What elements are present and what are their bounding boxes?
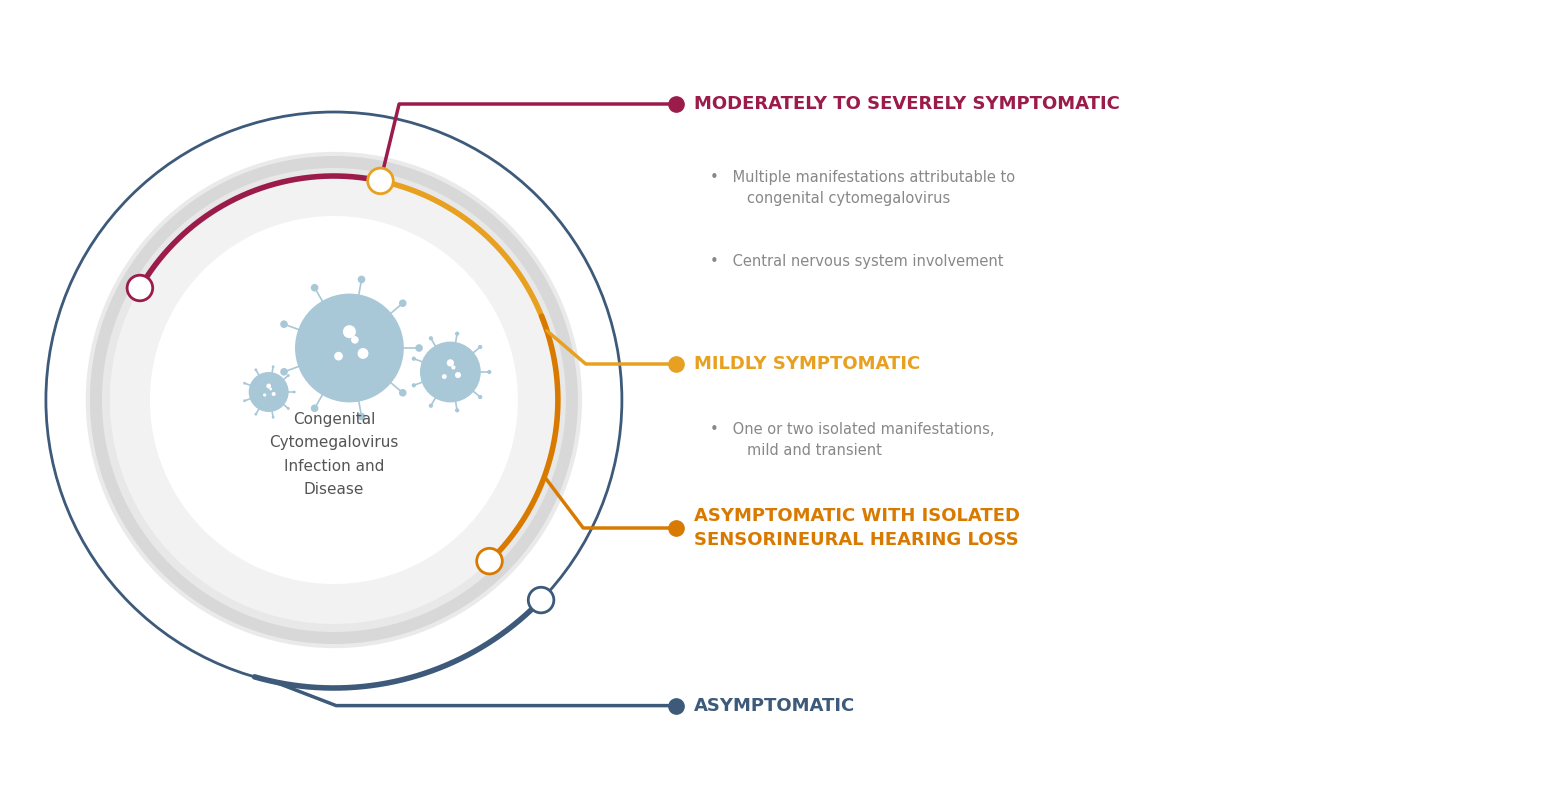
Ellipse shape xyxy=(269,387,272,390)
Ellipse shape xyxy=(343,325,356,338)
Ellipse shape xyxy=(412,357,416,361)
Ellipse shape xyxy=(412,383,416,387)
Ellipse shape xyxy=(452,366,455,370)
Ellipse shape xyxy=(244,382,245,385)
Ellipse shape xyxy=(272,392,276,396)
Ellipse shape xyxy=(244,399,245,402)
Ellipse shape xyxy=(295,294,404,402)
Ellipse shape xyxy=(287,374,290,377)
Text: •   Central nervous system involvement: • Central nervous system involvement xyxy=(710,254,1003,270)
Ellipse shape xyxy=(368,168,393,194)
Ellipse shape xyxy=(311,284,318,291)
Ellipse shape xyxy=(357,413,365,420)
Ellipse shape xyxy=(255,369,258,371)
Text: Congenital
Cytomegalovirus
Infection and
Disease: Congenital Cytomegalovirus Infection and… xyxy=(269,412,399,497)
Text: MODERATELY TO SEVERELY SYMPTOMATIC: MODERATELY TO SEVERELY SYMPTOMATIC xyxy=(694,95,1120,113)
Ellipse shape xyxy=(151,216,517,584)
Ellipse shape xyxy=(477,548,502,574)
Text: MILDLY SYMPTOMATIC: MILDLY SYMPTOMATIC xyxy=(694,355,921,373)
Ellipse shape xyxy=(280,368,287,376)
Ellipse shape xyxy=(478,395,483,399)
Ellipse shape xyxy=(415,344,422,352)
Ellipse shape xyxy=(280,320,287,328)
Ellipse shape xyxy=(357,348,368,359)
Ellipse shape xyxy=(102,168,565,632)
Text: ASYMPTOMATIC WITH ISOLATED
SENSORINEURAL HEARING LOSS: ASYMPTOMATIC WITH ISOLATED SENSORINEURAL… xyxy=(694,507,1020,549)
Ellipse shape xyxy=(429,336,433,341)
Ellipse shape xyxy=(127,275,152,301)
Ellipse shape xyxy=(488,370,491,374)
Ellipse shape xyxy=(294,390,295,394)
Ellipse shape xyxy=(311,405,318,412)
Ellipse shape xyxy=(351,336,359,344)
Ellipse shape xyxy=(455,372,461,378)
Ellipse shape xyxy=(528,587,554,613)
Text: •   Multiple manifestations attributable to
        congenital cytomegalovirus: • Multiple manifestations attributable t… xyxy=(710,170,1014,206)
Ellipse shape xyxy=(255,413,258,415)
Ellipse shape xyxy=(478,345,483,349)
Ellipse shape xyxy=(399,299,407,307)
Ellipse shape xyxy=(110,176,558,624)
Ellipse shape xyxy=(266,384,272,389)
Ellipse shape xyxy=(419,342,481,402)
Ellipse shape xyxy=(357,276,365,283)
Ellipse shape xyxy=(90,156,578,644)
Ellipse shape xyxy=(334,352,343,361)
Ellipse shape xyxy=(443,374,447,379)
Ellipse shape xyxy=(455,408,460,413)
Ellipse shape xyxy=(248,372,289,412)
Ellipse shape xyxy=(287,407,290,410)
Ellipse shape xyxy=(262,394,266,397)
Text: ASYMPTOMATIC: ASYMPTOMATIC xyxy=(694,697,856,714)
Ellipse shape xyxy=(429,403,433,408)
Ellipse shape xyxy=(399,389,407,397)
Ellipse shape xyxy=(447,359,453,366)
Ellipse shape xyxy=(272,416,275,418)
Ellipse shape xyxy=(272,366,275,368)
Ellipse shape xyxy=(455,331,460,336)
Text: •   One or two isolated manifestations,
        mild and transient: • One or two isolated manifestations, mi… xyxy=(710,422,994,458)
